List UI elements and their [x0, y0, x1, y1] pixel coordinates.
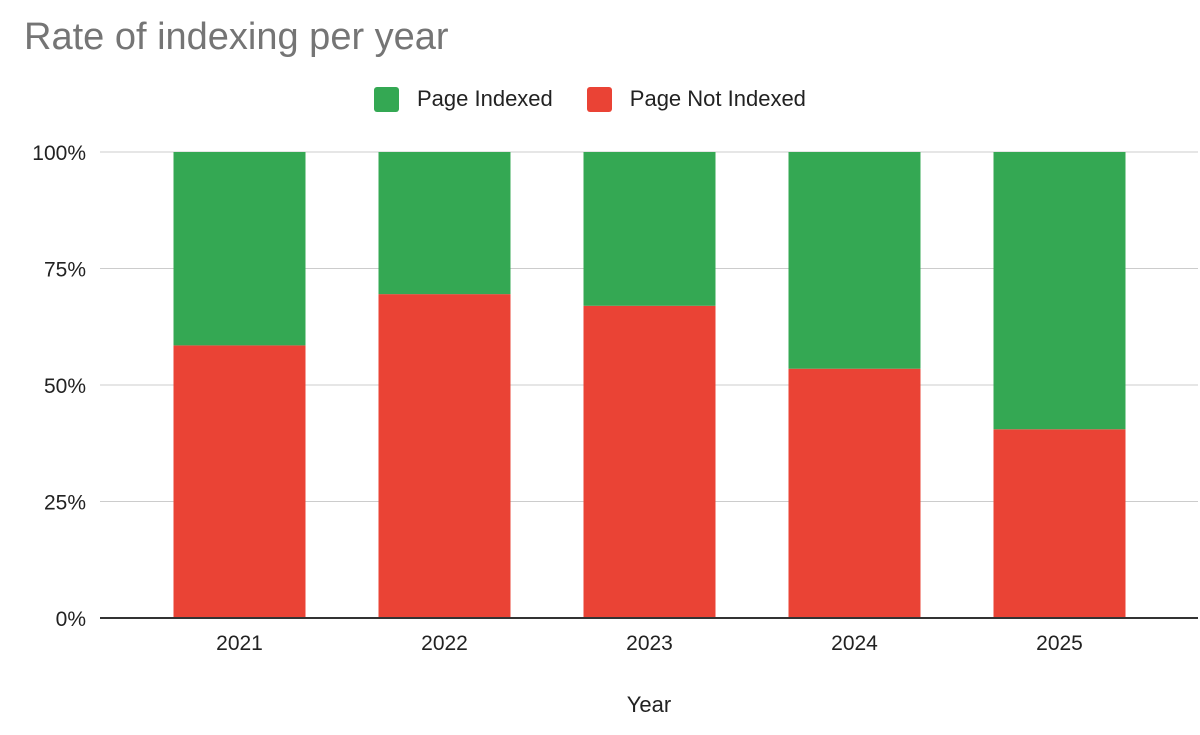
chart-title: Rate of indexing per year	[24, 16, 449, 58]
bar-page-indexed-2022	[378, 152, 511, 295]
bar-page-not-indexed-2024	[788, 368, 921, 618]
legend-swatch-page-indexed	[374, 86, 399, 112]
bar-page-not-indexed-2021	[173, 345, 306, 618]
x-axis-label: Year	[627, 692, 671, 717]
legend-swatch-page-not-indexed	[586, 86, 612, 112]
legend: Page Indexed Page Not Indexed	[374, 86, 840, 112]
y-tick-label: 100%	[32, 142, 86, 165]
bar-page-indexed-2021	[173, 152, 306, 346]
bar-page-indexed-2024	[788, 152, 921, 369]
y-tick-label: 75%	[44, 259, 86, 282]
y-tick-label: 25%	[44, 492, 86, 515]
bar-page-not-indexed-2023	[583, 305, 716, 618]
bar-page-indexed-2023	[583, 152, 716, 306]
bar-page-not-indexed-2025	[993, 429, 1126, 618]
x-tick-label: 2024	[831, 632, 878, 655]
legend-label-page-indexed: Page Indexed	[417, 86, 553, 111]
legend-label-page-not-indexed: Page Not Indexed	[629, 86, 806, 111]
x-tick-label: 2025	[1036, 632, 1083, 655]
legend-item-page-indexed[interactable]: Page Indexed	[374, 86, 553, 112]
y-tick-label: 50%	[44, 375, 86, 398]
x-tick-label: 2021	[216, 632, 263, 655]
legend-item-page-not-indexed[interactable]: Page Not Indexed	[586, 86, 806, 112]
x-tick-label: 2022	[421, 632, 468, 655]
y-tick-label: 0%	[56, 608, 86, 631]
x-tick-label: 2023	[626, 632, 673, 655]
bar-page-not-indexed-2022	[378, 294, 511, 618]
bar-page-indexed-2025	[993, 152, 1126, 430]
